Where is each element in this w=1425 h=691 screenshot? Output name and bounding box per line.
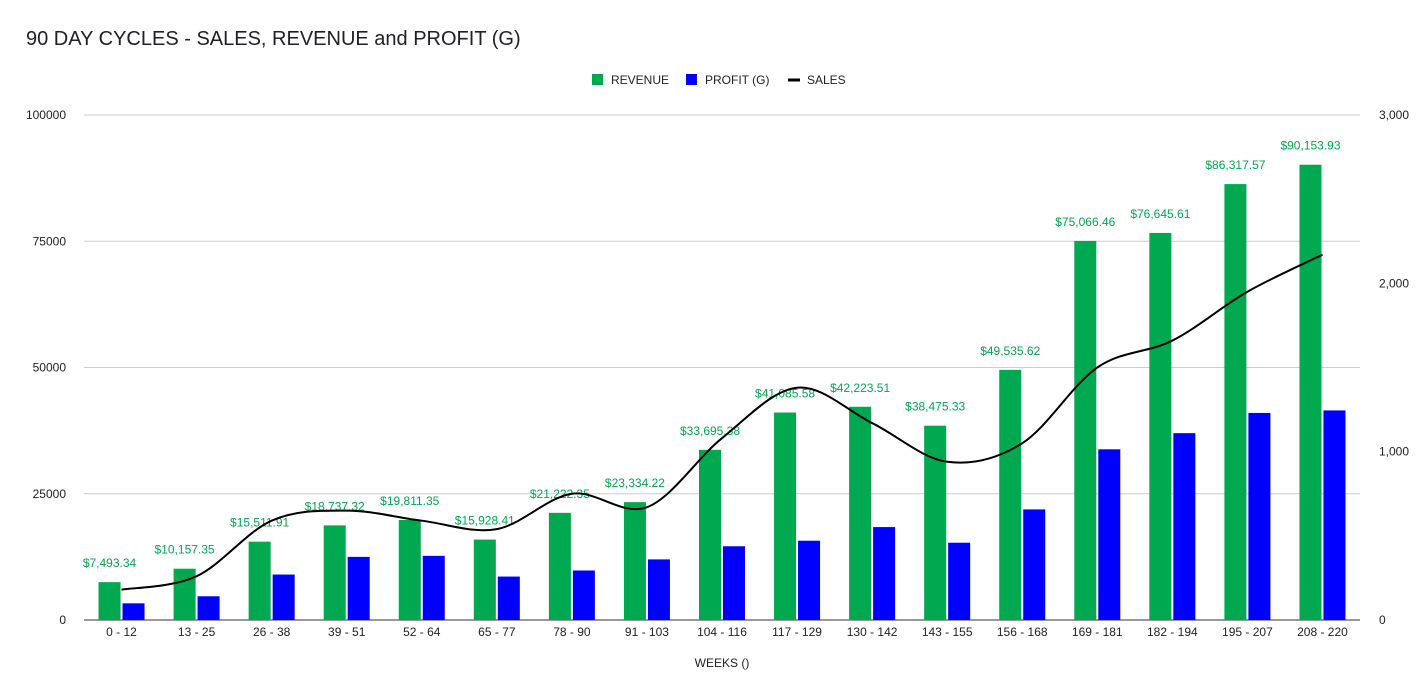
x-tick-label: 130 - 142 [847,625,898,639]
x-tick-label: 195 - 207 [1222,625,1273,639]
profit-bar [347,556,370,620]
revenue-data-label: $41,085.58 [755,387,815,401]
legend-swatch-revenue [592,74,603,85]
revenue-data-label: $42,223.51 [830,381,890,395]
y-tick-label: 0 [59,613,66,627]
revenue-bar [548,512,571,620]
revenue-data-label: $90,153.93 [1280,139,1340,153]
profit-bar [798,540,821,620]
revenue-bar [999,369,1022,620]
x-tick-label: 13 - 25 [178,625,216,639]
gridlines [84,114,1360,621]
chart-title: 90 DAY CYCLES - SALES, REVENUE and PROFI… [26,28,521,50]
x-tick-label: 91 - 103 [625,625,669,639]
profit-bar [572,570,595,620]
revenue-bar [473,539,496,620]
profit-bar [1098,449,1121,620]
revenue-bar [1074,240,1097,621]
y-tick-label: 50000 [33,361,67,375]
revenue-bar [398,519,421,620]
y-tick-label: 100000 [26,108,66,122]
x-tick-label: 39 - 51 [328,625,366,639]
legend: REVENUE PROFIT (G) SALES [592,73,846,87]
revenue-data-label: $15,928.41 [455,514,515,528]
revenue-bar [849,406,872,620]
x-tick-label: 52 - 64 [403,625,441,639]
profit-bar [1173,433,1196,620]
x-tick-label: 143 - 155 [922,625,973,639]
revenue-data-label: $19,811.35 [380,494,439,508]
revenue-bar [323,525,346,620]
x-tick-label: 0 - 12 [106,625,137,639]
revenue-data-label: $38,475.33 [905,400,965,414]
profit-bar [873,527,896,620]
y2-tick-label: 1,000 [1379,445,1409,459]
profit-bar [422,555,445,620]
revenue-bar [1149,232,1172,620]
y-tick-label: 25000 [33,487,67,501]
x-axis: 0 - 12 13 - 25 26 - 38 39 - 51 52 - 64 65 - 7… [106,625,1348,639]
revenue-data-label: $7,493.34 [83,556,137,570]
revenue-bar [173,568,196,620]
x-tick-label: 156 - 168 [997,625,1048,639]
legend-label: REVENUE [611,73,669,87]
revenue-data-label: $86,317.57 [1205,158,1265,172]
x-tick-label: 78 - 90 [553,625,591,639]
y2-tick-label: 0 [1379,613,1386,627]
x-tick-label: 169 - 181 [1072,625,1123,639]
revenue-bar [98,582,121,620]
x-tick-label: 117 - 129 [772,625,822,639]
revenue-bar [924,425,947,620]
revenue-data-label: $75,066.46 [1055,215,1115,229]
revenue-bar [774,412,797,620]
revenue-data-label: $23,334.22 [605,476,665,490]
legend-label: PROFIT (G) [705,73,769,87]
revenue-data-label: $21,222.35 [530,487,590,501]
revenue-bar [699,449,721,620]
x-tick-label: 26 - 38 [253,625,291,639]
profit-bar [122,603,145,620]
y-axis-right: 0 1,000 2,000 3,000 [1379,108,1409,627]
x-axis-title: WEEKS () [695,656,750,670]
x-tick-label: 65 - 77 [478,625,516,639]
bar-marks [98,164,1346,621]
revenue-bar [1224,184,1247,621]
x-tick-label: 182 - 194 [1147,625,1198,639]
y-tick-label: 75000 [33,234,67,248]
profit-bar [497,576,520,620]
revenue-data-label: $76,645.61 [1130,207,1190,221]
x-tick-label: 104 - 116 [697,625,747,639]
revenue-data-label: $49,535.62 [980,344,1040,358]
profit-bar [1248,412,1271,620]
profit-bar [1323,410,1346,620]
x-tick-label: 208 - 220 [1297,625,1348,639]
legend-swatch-profit [686,74,697,85]
sales-line [121,253,1323,591]
revenue-data-label: $10,157.35 [155,543,215,557]
revenue-bar [248,541,271,620]
profit-bar [647,559,670,620]
y2-tick-label: 2,000 [1379,276,1409,290]
profit-bar [948,542,971,620]
profit-bar [1023,509,1046,620]
profit-bar [723,546,745,620]
sales-line-layer [121,253,1323,591]
profit-bar [272,574,295,620]
y2-tick-label: 3,000 [1379,108,1409,122]
revenue-bar [1299,164,1322,620]
legend-label: SALES [807,73,846,87]
revenue-bar [623,502,646,620]
profit-bar [197,596,220,620]
y-axis-left: 0 25000 50000 75000 100000 [26,108,66,627]
